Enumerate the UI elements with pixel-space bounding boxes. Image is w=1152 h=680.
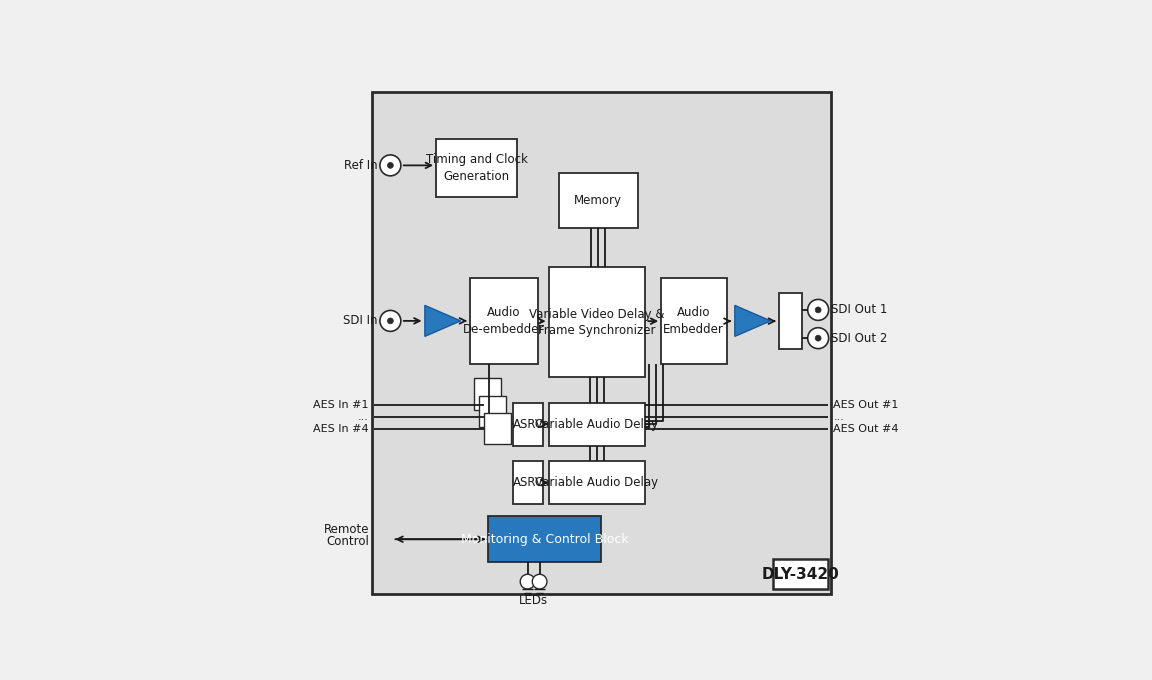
Bar	[548, 267, 645, 377]
Circle shape	[808, 328, 828, 349]
Text: SDI In: SDI In	[343, 314, 378, 327]
Text: SDI Out 2: SDI Out 2	[832, 332, 888, 345]
Bar	[372, 92, 831, 594]
Text: LEDs: LEDs	[520, 594, 548, 607]
Bar	[773, 559, 827, 590]
Text: Variable Audio Delay: Variable Audio Delay	[536, 418, 659, 430]
Text: Variable Video Delay &
Frame Synchronizer: Variable Video Delay & Frame Synchronize…	[529, 308, 665, 337]
Polygon shape	[425, 305, 461, 337]
Text: ...: ...	[358, 411, 369, 422]
Polygon shape	[735, 305, 771, 337]
Text: SDI Out 1: SDI Out 1	[832, 303, 888, 316]
Circle shape	[808, 299, 828, 320]
Bar	[488, 516, 601, 562]
Circle shape	[816, 307, 821, 313]
Circle shape	[387, 318, 393, 324]
Text: Monitoring & Control Block: Monitoring & Control Block	[461, 532, 628, 546]
Bar	[779, 292, 803, 349]
Text: AES Out #1: AES Out #1	[833, 400, 899, 409]
Text: ...: ...	[833, 411, 844, 422]
Bar	[513, 403, 544, 445]
Bar	[470, 278, 538, 364]
Bar	[559, 173, 637, 228]
Text: Remote: Remote	[324, 524, 369, 537]
Bar	[479, 396, 506, 427]
Text: Control: Control	[326, 535, 369, 548]
Bar	[473, 379, 501, 410]
Bar	[513, 461, 544, 504]
Circle shape	[380, 310, 401, 331]
Text: Timing and Clock
Generation: Timing and Clock Generation	[425, 153, 528, 183]
Circle shape	[532, 575, 547, 589]
Text: Audio
Embedder: Audio Embedder	[664, 307, 725, 336]
Text: DLY-3420: DLY-3420	[761, 567, 839, 582]
Text: Variable Audio Delay: Variable Audio Delay	[536, 476, 659, 489]
Text: Memory: Memory	[574, 194, 622, 207]
Bar	[484, 413, 511, 445]
Bar	[548, 461, 645, 504]
Circle shape	[380, 155, 401, 176]
Text: Ref In: Ref In	[343, 159, 378, 172]
Text: AES Out #4: AES Out #4	[833, 424, 899, 434]
Bar	[548, 403, 645, 445]
Text: AES In #4: AES In #4	[313, 424, 369, 434]
Circle shape	[521, 575, 535, 589]
Bar	[435, 139, 517, 197]
Bar	[661, 278, 727, 364]
Text: AES In #1: AES In #1	[313, 400, 369, 409]
Text: ASRC: ASRC	[513, 476, 544, 489]
Circle shape	[816, 335, 821, 341]
Circle shape	[387, 163, 393, 169]
Text: ASRC: ASRC	[513, 418, 544, 430]
Text: Audio
De-embedder: Audio De-embedder	[463, 307, 545, 336]
